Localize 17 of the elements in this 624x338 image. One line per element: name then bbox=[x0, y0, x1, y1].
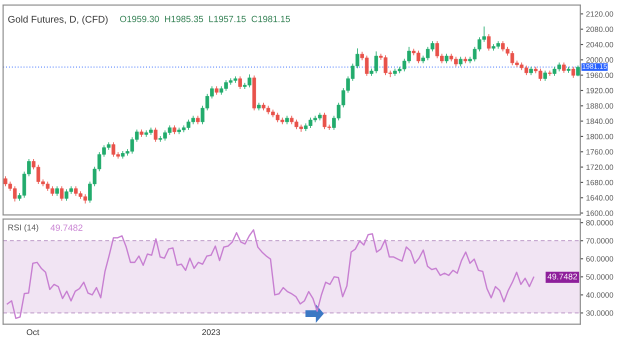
candlestick bbox=[571, 66, 576, 78]
candlestick bbox=[458, 56, 463, 67]
candlestick bbox=[55, 186, 59, 196]
annotation: RSI (14) bbox=[8, 224, 38, 232]
annotation: 49.7482 bbox=[50, 224, 82, 231]
x-tick-label: 2023 bbox=[202, 329, 220, 336]
text: 49.7482 bbox=[548, 274, 578, 280]
candlestick bbox=[562, 62, 566, 74]
candlestick bbox=[543, 70, 547, 82]
candlestick bbox=[238, 76, 242, 90]
candlestick bbox=[60, 186, 64, 202]
candlestick bbox=[486, 34, 491, 52]
text: Gold Futures, D, (CFD) bbox=[8, 16, 108, 25]
x-tick-label: Oct bbox=[26, 329, 40, 336]
candlestick bbox=[154, 127, 158, 142]
annotation: O1959.30 H1985.35 L1957.15 C1981.15 bbox=[120, 16, 290, 22]
candlestick bbox=[444, 53, 448, 64]
